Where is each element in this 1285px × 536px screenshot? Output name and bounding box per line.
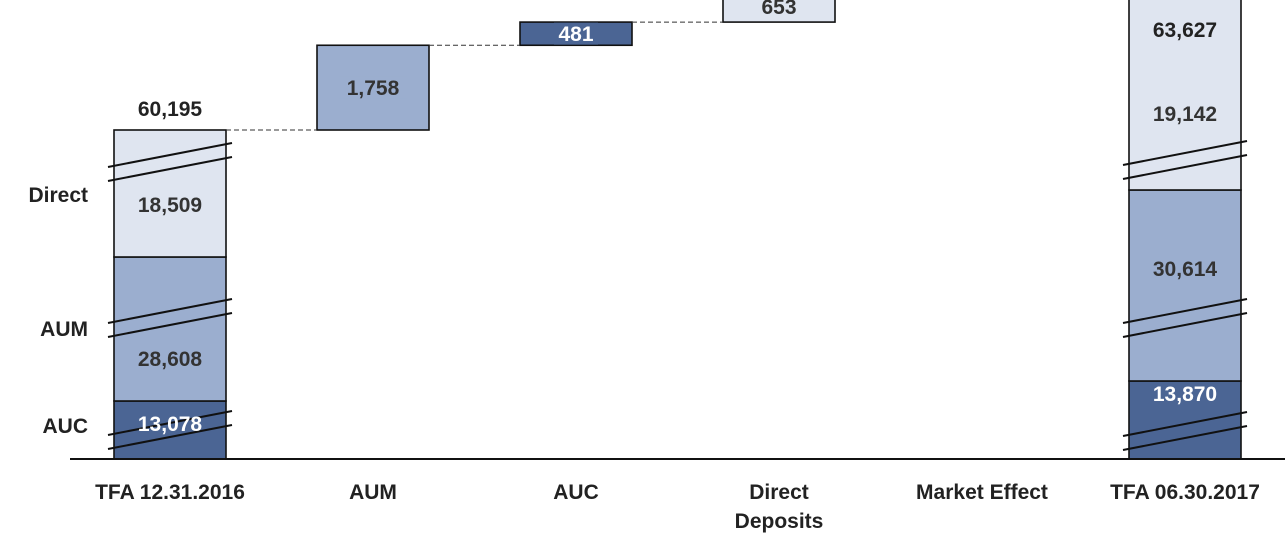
axis-break-mark bbox=[107, 410, 233, 436]
axis-break-mark bbox=[1122, 154, 1248, 180]
axis-break-mark bbox=[107, 142, 233, 168]
connectors-layer bbox=[226, 21, 723, 131]
axis-breaks-layer bbox=[107, 140, 1248, 451]
end-auc-value-label: 13,870 bbox=[1153, 383, 1217, 406]
segment-legend-auc: AUC bbox=[43, 415, 89, 438]
axis-break-mark bbox=[1122, 140, 1248, 166]
start-aum-value-label: 28,608 bbox=[138, 348, 203, 371]
change-value-label-aum: 1,758 bbox=[347, 77, 400, 100]
segment-legend-aum: AUM bbox=[40, 318, 88, 341]
change-label-background bbox=[757, 0, 801, 18]
axis-break-mark bbox=[1122, 411, 1248, 437]
start-total-label: 60,195 bbox=[138, 98, 203, 121]
x-tick-label: TFA 12.31.2016 bbox=[95, 481, 245, 504]
axis-break-mark bbox=[107, 156, 233, 182]
x-tick-label: AUC bbox=[553, 481, 599, 504]
axis-break-mark bbox=[1122, 312, 1248, 338]
change-value-label-direct-deposits: 653 bbox=[761, 0, 796, 19]
start-auc-value-label: 13,078 bbox=[138, 413, 203, 436]
change-label-background bbox=[339, 76, 407, 99]
start-segment-aum bbox=[113, 256, 227, 402]
end-aum-value-label: 30,614 bbox=[1153, 258, 1218, 281]
x-tick-label: Direct bbox=[749, 481, 809, 504]
end-total-label: 63,627 bbox=[1153, 19, 1217, 42]
start-segment-direct bbox=[113, 129, 227, 258]
end-segment-direct bbox=[1128, 0, 1242, 191]
bars-layer bbox=[113, 0, 1242, 460]
end-direct-value-label: 19,142 bbox=[1153, 103, 1217, 126]
end-segment-aum bbox=[1128, 189, 1242, 382]
x-axis-labels: TFA 12.31.2016 AUM AUC Direct Deposits Market… bbox=[95, 481, 1260, 533]
segment-legend-direct: Direct bbox=[28, 184, 88, 207]
x-tick-label: Market Effect bbox=[916, 481, 1048, 504]
x-tick-label: Deposits bbox=[735, 510, 824, 533]
x-tick-label: AUM bbox=[349, 481, 397, 504]
axis-break-mark bbox=[1122, 298, 1248, 324]
axis-break-mark bbox=[107, 424, 233, 450]
labels-layer: 13,078 28,608 18,509 60,195 13,870 30,614 19,1… bbox=[28, 0, 1217, 438]
axis-break-mark bbox=[107, 298, 233, 324]
change-label-background bbox=[554, 22, 598, 45]
axis-break-mark bbox=[107, 312, 233, 338]
start-direct-value-label: 18,509 bbox=[138, 194, 202, 217]
change-value-label-auc: 481 bbox=[558, 23, 593, 46]
x-tick-label: TFA 06.30.2017 bbox=[1110, 481, 1260, 504]
axis-break-mark bbox=[1122, 425, 1248, 451]
